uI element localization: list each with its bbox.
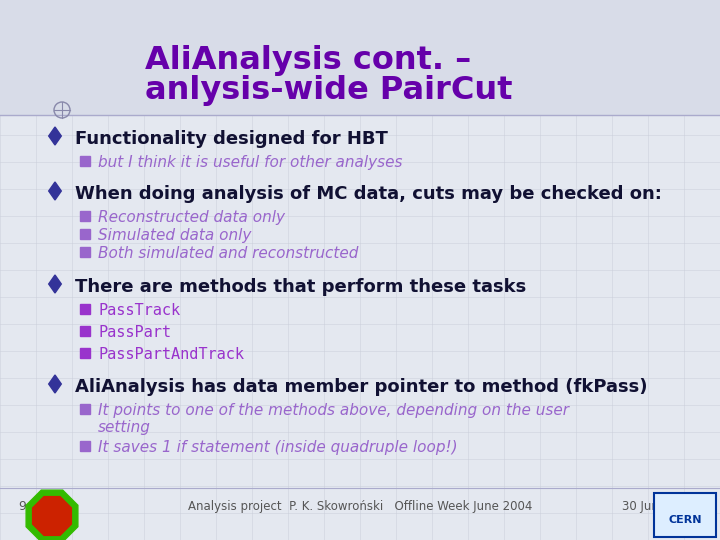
Text: AliAnalysis cont. –: AliAnalysis cont. – <box>145 45 472 76</box>
Text: Reconstructed data only: Reconstructed data only <box>98 210 285 225</box>
Bar <box>80 326 90 336</box>
Text: PassPart: PassPart <box>98 325 171 340</box>
Text: PassPartAndTrack: PassPartAndTrack <box>98 347 244 362</box>
Bar <box>80 348 90 358</box>
Text: AliAnalysis has data member pointer to method (fkPass): AliAnalysis has data member pointer to m… <box>75 378 647 396</box>
Text: but I think it is useful for other analyses: but I think it is useful for other analy… <box>98 155 402 170</box>
Text: PassTrack: PassTrack <box>98 303 180 318</box>
Text: Analysis project  P. K. Skowroński   Offline Week June 2004: Analysis project P. K. Skowroński Offlin… <box>188 500 532 513</box>
Bar <box>80 247 90 257</box>
Text: setting: setting <box>98 420 151 435</box>
Bar <box>80 404 90 414</box>
Polygon shape <box>32 497 71 535</box>
Polygon shape <box>49 375 61 393</box>
Polygon shape <box>49 182 61 200</box>
Text: 30 June 2004: 30 June 2004 <box>622 500 700 513</box>
Text: It points to one of the methods above, depending on the user: It points to one of the methods above, d… <box>98 403 569 418</box>
Text: Both simulated and reconstructed: Both simulated and reconstructed <box>98 246 359 261</box>
Bar <box>80 304 90 314</box>
Text: Simulated data only: Simulated data only <box>98 228 251 243</box>
Polygon shape <box>26 490 78 540</box>
Bar <box>80 156 90 166</box>
Text: anlysis-wide PairCut: anlysis-wide PairCut <box>145 75 513 106</box>
Text: There are methods that perform these tasks: There are methods that perform these tas… <box>75 278 526 296</box>
Bar <box>80 211 90 221</box>
Polygon shape <box>49 275 61 293</box>
Bar <box>80 229 90 239</box>
Text: Functionality designed for HBT: Functionality designed for HBT <box>75 130 388 148</box>
Text: When doing analysis of MC data, cuts may be checked on:: When doing analysis of MC data, cuts may… <box>75 185 662 203</box>
FancyBboxPatch shape <box>0 0 720 115</box>
Text: It saves 1 if statement (inside quadruple loop!): It saves 1 if statement (inside quadrupl… <box>98 440 458 455</box>
Bar <box>80 441 90 451</box>
FancyBboxPatch shape <box>654 493 716 537</box>
Text: CERN: CERN <box>668 515 702 525</box>
Text: 9: 9 <box>18 500 26 513</box>
Polygon shape <box>49 127 61 145</box>
